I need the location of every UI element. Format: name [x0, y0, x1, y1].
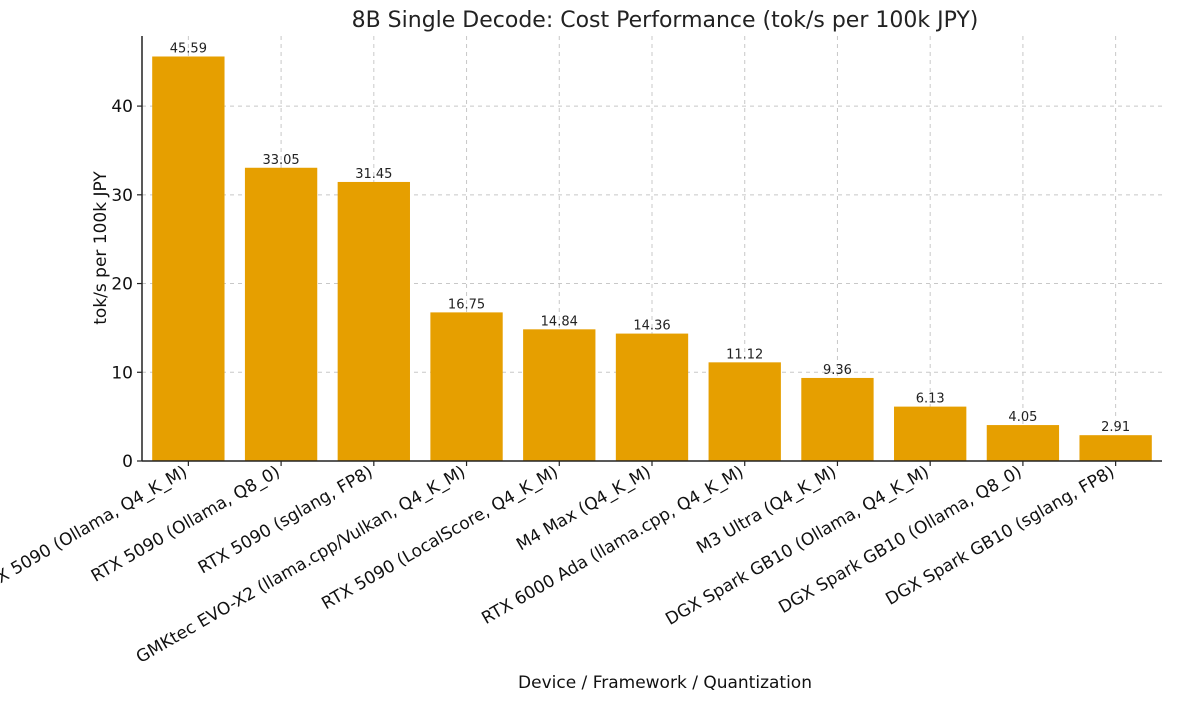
- bar: [337, 181, 410, 461]
- bar-value-label: 33.05: [262, 153, 299, 168]
- bar-value-label: 6.13: [916, 392, 945, 407]
- bar-value-label: 2.91: [1101, 420, 1130, 435]
- bar: [244, 167, 318, 462]
- y-tick-label: 30: [111, 186, 133, 206]
- x-axis-label: Device / Framework / Quantization: [518, 673, 812, 693]
- bar: [801, 377, 874, 461]
- bar: [523, 329, 596, 461]
- bar-value-label: 11.12: [726, 347, 763, 362]
- bar-layer: [152, 56, 1152, 462]
- axis-layer: [137, 36, 1162, 466]
- bar: [615, 333, 689, 461]
- bar-value-label: 16.75: [448, 297, 485, 312]
- bar-value-label: 31.45: [355, 167, 392, 182]
- bar-value-label: 14.84: [541, 314, 578, 329]
- bar: [152, 56, 225, 462]
- bar-value-label: 9.36: [823, 363, 852, 378]
- bar: [708, 362, 781, 461]
- bar: [430, 312, 503, 461]
- x-tick-label: RTX 5090 (sglang, FP8): [195, 462, 376, 578]
- bar-value-label: 4.05: [1008, 410, 1037, 425]
- y-tick-label: 10: [111, 363, 133, 383]
- y-tick-label: 20: [111, 275, 133, 295]
- y-tick-label: 40: [111, 97, 133, 117]
- bar: [894, 406, 967, 461]
- x-tick-label: GMKtec EVO-X2 (llama.cpp/Vulkan, Q4_K_M): [133, 462, 469, 668]
- bar-value-label: 45.59: [170, 41, 207, 56]
- bar-value-label: 14.36: [633, 319, 670, 334]
- y-axis-label: tok/s per 100k JPY: [91, 171, 111, 325]
- bar: [986, 425, 1060, 461]
- y-tick-label: 0: [122, 452, 133, 472]
- bar: [1079, 435, 1152, 461]
- chart-title: 8B Single Decode: Cost Performance (tok/…: [352, 8, 979, 33]
